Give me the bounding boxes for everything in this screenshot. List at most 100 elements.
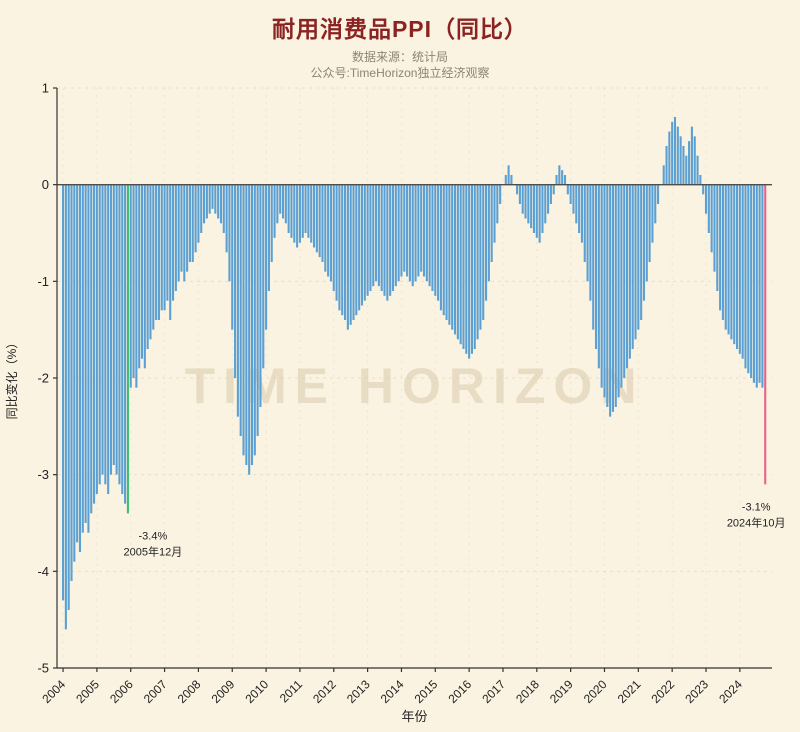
bar <box>761 185 764 389</box>
bar <box>73 185 76 563</box>
bar <box>67 185 70 611</box>
bar <box>225 185 228 253</box>
bar <box>414 185 417 282</box>
bar <box>755 185 758 389</box>
bar <box>451 185 454 331</box>
bar <box>394 185 397 287</box>
bar <box>626 185 629 369</box>
bar <box>730 185 733 340</box>
bar <box>380 185 383 292</box>
bar <box>682 146 685 186</box>
bar <box>369 185 372 292</box>
bar <box>750 185 753 379</box>
bar <box>516 185 519 195</box>
x-tick-label: 2010 <box>242 677 271 706</box>
bar <box>256 185 259 437</box>
bar <box>589 185 592 302</box>
bar <box>149 185 152 340</box>
bar <box>107 185 110 495</box>
bar <box>428 185 431 287</box>
bar <box>572 185 575 215</box>
bar <box>448 185 451 326</box>
bar <box>710 185 713 253</box>
bar <box>417 185 420 277</box>
bar <box>95 185 98 495</box>
bar <box>152 185 155 331</box>
bar <box>312 185 316 248</box>
x-tick-label: 2012 <box>310 677 339 706</box>
bar <box>479 185 482 331</box>
wechat-account-subtitle: 公众号:TimeHorizon独立经济观察 <box>310 66 490 81</box>
bar <box>169 185 172 321</box>
chart-title: 耐用消费品PPI（同比） <box>271 16 529 42</box>
bar <box>453 185 457 335</box>
bar <box>518 185 521 205</box>
bar <box>157 185 160 321</box>
bar <box>177 185 180 282</box>
bar <box>733 185 736 345</box>
x-tick-label: 2008 <box>175 677 204 706</box>
bar <box>290 185 293 239</box>
bar <box>611 185 614 413</box>
x-tick-label: 2013 <box>344 677 373 706</box>
bar <box>707 185 710 234</box>
bar <box>358 185 361 311</box>
x-tick-label: 2011 <box>277 677 305 705</box>
bar <box>490 185 493 263</box>
bar <box>724 185 727 331</box>
bar <box>310 185 313 244</box>
bar <box>375 185 378 282</box>
bar <box>222 185 225 234</box>
bar <box>124 185 127 505</box>
bar <box>363 185 366 302</box>
bar <box>716 185 719 292</box>
x-tick-label: 2018 <box>513 677 542 706</box>
bar <box>510 175 513 186</box>
bar <box>81 185 84 534</box>
bar <box>575 185 578 224</box>
bar <box>267 185 270 292</box>
bar <box>307 185 310 239</box>
bar <box>422 185 426 277</box>
bar <box>259 185 262 408</box>
bar <box>191 185 194 263</box>
annotation-date: 2005年12月 <box>124 545 183 559</box>
bar <box>366 185 369 297</box>
bar <box>552 185 555 195</box>
bar <box>535 185 538 239</box>
bar <box>600 185 603 389</box>
bar <box>84 185 87 524</box>
x-tick-label: 2024 <box>716 677 745 706</box>
bar <box>101 185 104 476</box>
bar <box>234 185 237 379</box>
bar <box>493 185 496 244</box>
bar <box>98 185 101 485</box>
y-tick-label: -2 <box>37 371 49 386</box>
bar <box>437 185 440 302</box>
bar <box>496 185 499 224</box>
bar <box>338 185 341 311</box>
bar <box>90 185 93 514</box>
bar <box>657 185 660 205</box>
y-tick-label: -4 <box>37 564 49 579</box>
bar <box>208 185 211 215</box>
bar <box>372 185 375 287</box>
bar <box>287 185 290 234</box>
bar <box>273 185 276 239</box>
bar <box>129 185 132 389</box>
bar <box>383 185 386 297</box>
y-tick-label: -5 <box>37 661 49 676</box>
bar <box>242 185 245 456</box>
bar <box>499 185 502 205</box>
bar <box>281 185 285 219</box>
bar <box>200 185 203 234</box>
bar <box>693 136 696 186</box>
bar <box>349 185 352 326</box>
bar <box>685 156 688 186</box>
bar <box>642 185 646 302</box>
bar <box>648 185 651 263</box>
bar <box>538 185 541 244</box>
bar <box>194 185 197 253</box>
bar <box>166 185 169 302</box>
